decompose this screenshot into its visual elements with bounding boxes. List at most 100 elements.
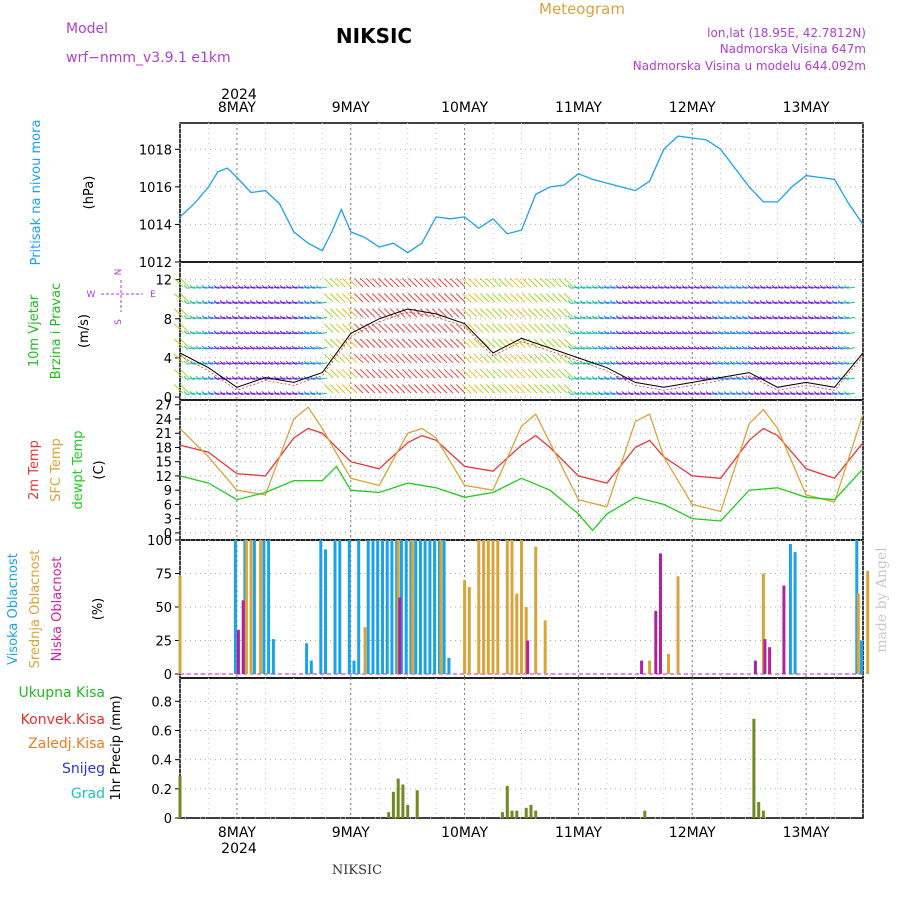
wind-barb [727, 362, 736, 365]
wind-barb [494, 341, 502, 348]
wind-barb [283, 377, 292, 380]
wind-barb-flag [705, 376, 710, 380]
wind-barb [404, 341, 412, 348]
wind-barb [283, 347, 292, 350]
wind-barb-flag [783, 284, 788, 289]
wind-barb-flag [747, 376, 752, 380]
wind-barb [619, 332, 628, 335]
wind-barb [422, 280, 430, 288]
wind-barb-flag [371, 277, 376, 282]
wind-barb-flag [431, 293, 436, 297]
wind-barb-flag [539, 323, 544, 328]
wind-barb [416, 326, 424, 333]
wind-barb-flag [365, 338, 370, 343]
wind-barb-flag [183, 360, 188, 365]
wind-barb-flag [687, 330, 692, 335]
wind-barb [691, 347, 700, 350]
wind-barb [301, 332, 310, 335]
wind-barb-flag [189, 391, 194, 395]
high_cloud-bar [404, 540, 408, 674]
wind-barb [649, 301, 658, 304]
wind-barb [482, 371, 490, 379]
wind-barb-flag [765, 300, 770, 304]
wind-barb-flag [831, 284, 836, 289]
wind-barb-flag [213, 391, 218, 395]
wind-barb [811, 286, 820, 289]
y-tick-label: 1014 [139, 218, 172, 233]
wind-barb-flag [533, 338, 538, 343]
wind-barb [205, 301, 214, 304]
wind-barb-flag [231, 284, 236, 289]
wind-barb-flag [497, 308, 502, 312]
wind-barb [601, 301, 610, 304]
wind-barb [374, 326, 382, 333]
wind-barb [643, 347, 652, 350]
wind-barb-flag [273, 300, 278, 304]
wind-barb-flag [383, 353, 388, 358]
wind-barb-flag [291, 376, 296, 380]
wind-barb-flag [633, 345, 638, 350]
wind-barb [344, 371, 352, 379]
wind-barb [398, 387, 406, 394]
wind-barb-flag [503, 293, 508, 297]
wind-barb-flag [663, 391, 668, 395]
wind-barb-flag [443, 384, 448, 388]
wind-barb-flag [663, 345, 668, 350]
wind-barb-flag [195, 345, 200, 350]
wind-barb-flag [705, 300, 710, 304]
wind-barb-flag [461, 277, 466, 282]
wind-barb [811, 332, 820, 335]
wind-barb-flag [567, 330, 572, 335]
precip_total-bar [761, 810, 765, 818]
wind-barb-flag [567, 300, 572, 304]
wind-barb-flag [437, 323, 442, 328]
wind-barb-flag [705, 345, 710, 350]
wind-barb-flag [573, 360, 578, 365]
wind-barb [446, 280, 454, 288]
wind-barb [607, 316, 616, 320]
y-tick-label: 0.2 [151, 783, 172, 798]
precip-legend-entry: Konvek.Kisa [21, 712, 105, 728]
wind-barb-flag [341, 277, 346, 282]
wind-barb [613, 392, 622, 395]
wind-barb-flag [267, 315, 272, 320]
wind-barb [799, 362, 808, 365]
wind-barb-flag [353, 368, 358, 373]
wind-barb-flag [563, 323, 568, 328]
wind-barb [727, 301, 736, 304]
wind-barb [554, 371, 562, 379]
wind-barb-flag [627, 376, 632, 380]
wind-barb-flag [443, 338, 448, 343]
wind-barb-flag [407, 384, 412, 388]
wind-barb [176, 371, 184, 379]
y-tick-label: 1012 [139, 256, 172, 271]
wind-barb [769, 301, 778, 304]
wind-barb [775, 347, 784, 350]
wind-barb-flag [467, 384, 472, 388]
wind-barb [709, 301, 718, 304]
wind-barb-flag [807, 345, 812, 350]
precip-legend-entry: Ukupna Kisa [18, 685, 105, 701]
wind-barb [607, 347, 616, 350]
wind-barb-flag [609, 345, 614, 350]
wind-barb [781, 392, 790, 395]
wind-barb [470, 326, 478, 333]
wind-barb-flag [627, 284, 632, 289]
wind-barb [356, 296, 364, 303]
wind-barb-flag [509, 323, 514, 328]
wind-barb-flag [557, 338, 562, 343]
wind-barb-flag [825, 284, 830, 289]
wind-barb-flag [297, 360, 302, 365]
wind-barb [829, 301, 838, 304]
wind-barb [560, 280, 568, 288]
wind-barb-flag [551, 308, 556, 312]
wind-barb [398, 280, 406, 288]
wind-barb [715, 316, 724, 320]
wind-barb-flag [771, 330, 776, 335]
wind-barb [301, 347, 310, 350]
wind-barb-flag [407, 323, 412, 328]
wind-barb [452, 311, 460, 318]
wind-barb-flag [681, 376, 686, 380]
wind-barb [506, 387, 514, 394]
wind-barb-flag [347, 323, 352, 328]
